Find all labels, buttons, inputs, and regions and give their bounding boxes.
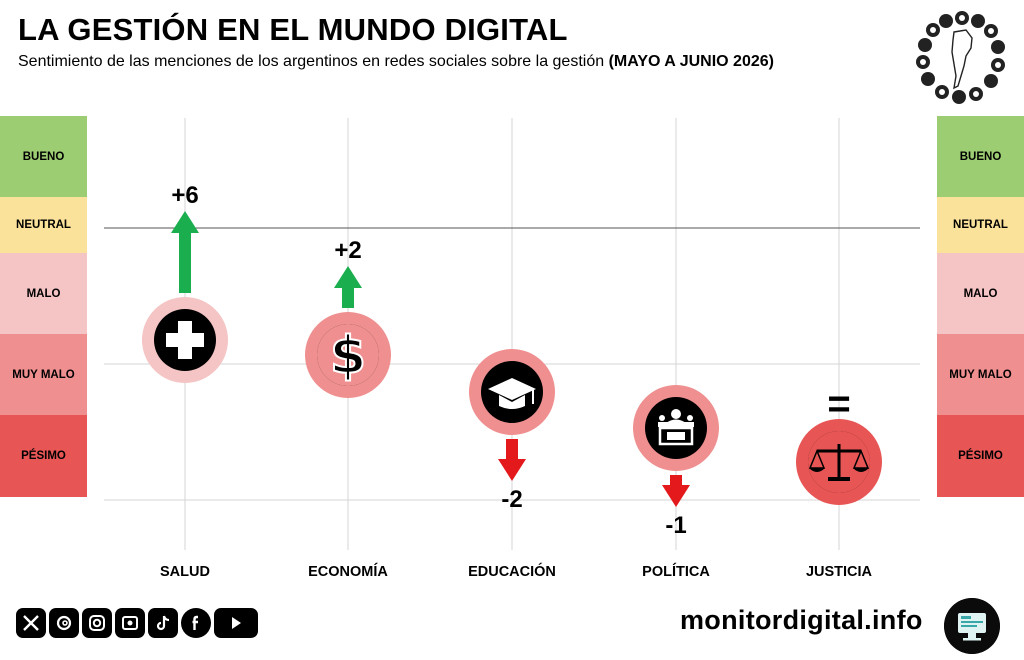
scale-band-pesimo: PÉSIMO [937,415,1024,497]
subtitle-text: Sentimiento de las menciones de los arge… [18,53,605,70]
tiktok-icon[interactable] [148,608,178,638]
up-arrow-icon [334,266,362,308]
data-point-educación: -2 [469,349,555,513]
balance-scale-icon [808,431,870,493]
medical-cross-icon [154,309,216,371]
scale-band-bueno: BUENO [0,116,87,197]
data-point-economía: $ +2 [305,237,391,398]
data-point-salud: +6 [142,182,228,383]
change-label: = [827,382,850,426]
scale-band-malo: MALO [937,253,1024,334]
scale-band-bueno: BUENO [937,116,1024,197]
category-label: JUSTICIA [805,564,873,580]
category-label: ECONOMÍA [308,564,388,580]
instagram-icon[interactable] [82,608,112,638]
change-label: +6 [171,182,198,209]
congress-podium-icon [645,397,707,459]
change-label: -2 [501,486,522,513]
up-arrow-icon [171,211,199,293]
down-arrow-icon [662,475,690,507]
argentina-map-logo-icon [916,11,1005,104]
sentiment-scale-right: BUENO NEUTRAL MALO MUY MALO PÉSIMO [937,116,1024,497]
threads-icon[interactable] [49,608,79,638]
scale-band-malo: MALO [0,253,87,334]
social-icons [16,608,258,638]
facebook-icon[interactable] [181,608,211,638]
monitor-logo-icon [944,598,1000,654]
svg-text:$: $ [330,326,366,386]
page-subtitle: Sentimiento de las menciones de los arge… [18,53,774,71]
dollar-sign-icon: $ [317,324,379,387]
scale-band-muy-malo: MUY MALO [937,334,1024,415]
category-label: SALUD [160,564,210,580]
scale-band-pesimo: PÉSIMO [0,415,87,497]
scale-band-muy-malo: MUY MALO [0,334,87,415]
x-icon[interactable] [16,608,46,638]
category-label: POLÍTICA [642,564,710,580]
scale-band-neutral: NEUTRAL [0,197,87,253]
change-label: +2 [334,237,361,264]
sentiment-scale-left: BUENO NEUTRAL MALO MUY MALO PÉSIMO [0,116,87,497]
sentiment-chart: +6 $ +2 -2 -1 = [104,118,920,550]
change-label: -1 [665,512,686,539]
category-label: EDUCACIÓN [468,564,556,580]
down-arrow-icon [498,439,526,481]
scale-band-neutral: NEUTRAL [937,197,1024,253]
data-point-justicia: = [796,382,882,505]
youtube-icon[interactable] [214,608,258,638]
subtitle-period: (MAYO A JUNIO 2026) [608,53,774,70]
page-title: LA GESTIÓN EN EL MUNDO DIGITAL [18,12,568,47]
graduation-cap-icon [481,361,543,423]
tv-icon[interactable] [115,608,145,638]
data-point-política: -1 [633,385,719,539]
site-url[interactable]: monitordigital.info [680,605,923,635]
